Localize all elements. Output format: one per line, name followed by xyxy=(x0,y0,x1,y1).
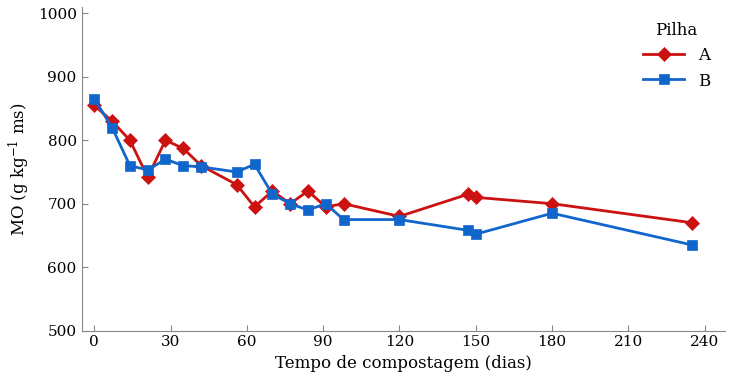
B xyxy=(304,208,313,212)
A xyxy=(548,201,556,206)
B xyxy=(108,125,116,130)
Legend: A, B: A, B xyxy=(636,15,717,97)
A xyxy=(197,163,206,168)
A xyxy=(304,189,313,193)
A xyxy=(90,103,99,108)
A xyxy=(250,205,259,209)
A xyxy=(687,221,696,225)
B xyxy=(339,217,348,222)
B xyxy=(197,164,206,169)
B xyxy=(548,211,556,216)
A xyxy=(395,214,404,219)
B xyxy=(471,232,480,236)
Line: A: A xyxy=(89,100,697,228)
B xyxy=(268,192,277,196)
B xyxy=(464,228,473,233)
B xyxy=(250,162,259,167)
B xyxy=(687,243,696,247)
B xyxy=(161,157,170,161)
B xyxy=(143,168,152,172)
A xyxy=(471,195,480,200)
B xyxy=(285,201,294,206)
A xyxy=(339,201,348,206)
A xyxy=(268,189,277,193)
Y-axis label: MO (g kg$^{-1}$ ms): MO (g kg$^{-1}$ ms) xyxy=(7,102,32,236)
A xyxy=(232,182,241,187)
A xyxy=(179,146,187,151)
A xyxy=(143,175,152,179)
B xyxy=(395,217,404,222)
B xyxy=(125,163,134,168)
A xyxy=(161,138,170,143)
A xyxy=(321,205,330,209)
B xyxy=(232,170,241,174)
X-axis label: Tempo de compostagem (dias): Tempo de compostagem (dias) xyxy=(275,355,531,372)
Line: B: B xyxy=(89,94,697,250)
A xyxy=(125,138,134,143)
B xyxy=(321,201,330,206)
B xyxy=(179,163,187,168)
A xyxy=(285,201,294,206)
A xyxy=(464,192,473,196)
B xyxy=(90,97,99,101)
A xyxy=(108,119,116,124)
